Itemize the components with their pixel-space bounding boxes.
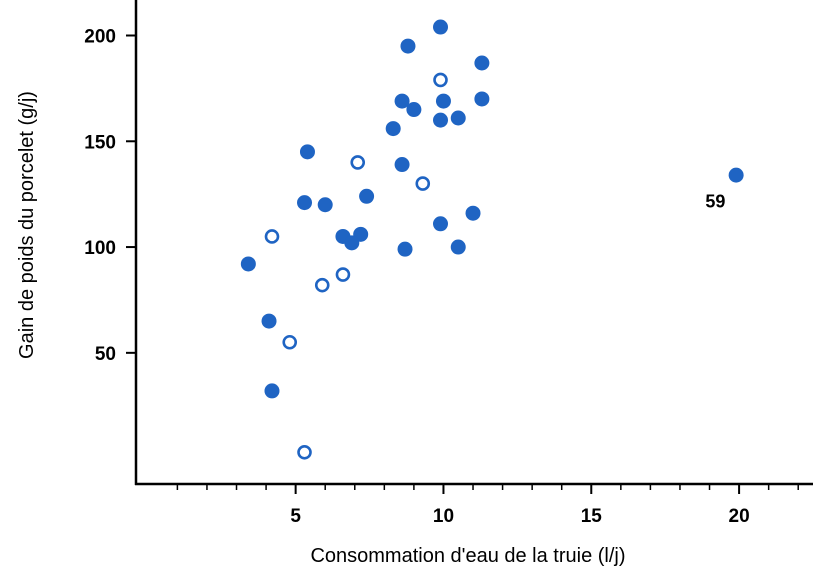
tick-labels: 5 10 15 20 50 100 150 200 [84, 27, 749, 527]
filled-point [728, 167, 744, 183]
filled-point [240, 256, 256, 272]
filled-point [299, 144, 315, 160]
filled-point [359, 188, 375, 204]
tick-marks [126, 34, 799, 494]
filled-point [433, 19, 449, 35]
y-tick-label: 100 [84, 238, 116, 259]
filled-point [385, 121, 401, 137]
filled-point [406, 102, 422, 118]
x-tick-label: 5 [290, 506, 301, 527]
filled-point [317, 197, 333, 213]
y-tick-label: 50 [95, 344, 116, 365]
filled-point [394, 93, 410, 109]
annotations: 59 [705, 192, 725, 212]
open-point [335, 267, 351, 282]
y-tick-label: 150 [84, 132, 116, 153]
open-point [297, 444, 312, 460]
filled-point [400, 38, 416, 54]
filled-point [264, 383, 280, 399]
filled-point [474, 91, 490, 107]
point-annotation: 59 [705, 192, 725, 212]
filled-point [435, 93, 451, 109]
x-axis-title: Consommation d'eau de la truie (l/j) [310, 545, 625, 567]
filled-point [433, 216, 449, 232]
x-tick-label: 15 [581, 506, 603, 527]
open-point [415, 176, 431, 191]
filled-point [297, 195, 313, 211]
x-tick-label: 20 [729, 506, 750, 527]
filled-point [397, 241, 413, 257]
filled-point [344, 235, 360, 251]
open-point [314, 277, 330, 293]
y-tick-label: 200 [84, 27, 116, 48]
open-point [282, 334, 298, 350]
open-point [350, 155, 366, 170]
filled-point [261, 313, 277, 329]
filled-point [450, 239, 466, 255]
data-points [240, 19, 744, 460]
axes [134, 0, 813, 486]
filled-point [433, 112, 449, 128]
filled-point [450, 110, 466, 126]
filled-point [394, 157, 410, 173]
open-point [433, 72, 448, 88]
y-axis-title: Gain de poids du porcelet (g/j) [16, 91, 38, 359]
x-tick-label: 10 [433, 506, 454, 527]
filled-point [465, 205, 481, 221]
open-point [264, 229, 280, 244]
filled-point [474, 55, 490, 71]
